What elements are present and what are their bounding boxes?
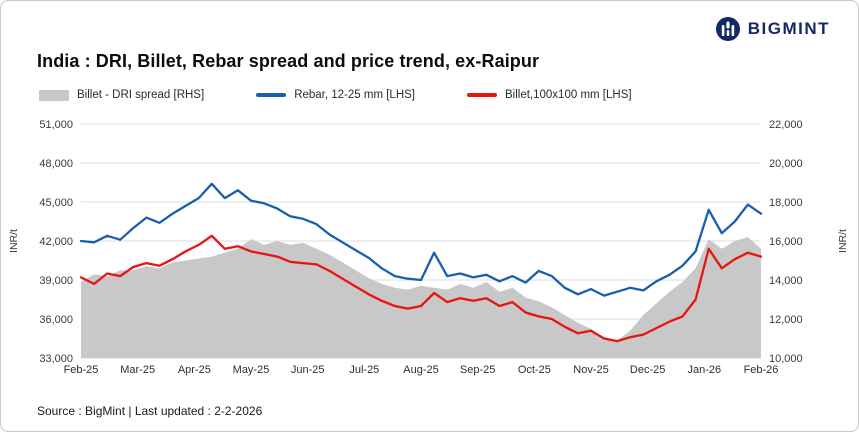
- lhs-tick-label: 42,000: [39, 236, 73, 248]
- rebar-line-series: [79, 182, 763, 297]
- lhs-tick-label: 36,000: [39, 314, 73, 326]
- x-tick-label: Feb-26: [744, 364, 779, 376]
- lhs-tick-label: 45,000: [39, 197, 73, 209]
- legend-item-spread: Billet - DRI spread [RHS]: [39, 89, 204, 101]
- chart-canvas: 33,000 36,000 39,000 42,000 45,000 48,000 51,0…: [8, 119, 849, 376]
- rhs-tick-label: 10,000: [769, 353, 803, 365]
- x-tick-label: Oct-25: [518, 364, 551, 376]
- rhs-tick-label: 12,000: [769, 314, 803, 326]
- bigmint-logo-icon: [715, 17, 740, 41]
- x-tick-label: Nov-25: [573, 364, 608, 376]
- x-tick-label: Aug-25: [403, 364, 438, 376]
- bigmint-logo-text: BIGMINT: [747, 19, 830, 38]
- rebar-legend-label: Rebar, 12-25 mm [LHS]: [294, 89, 415, 101]
- rhs-tick-label: 20,000: [769, 158, 803, 170]
- lhs-tick-label: 51,000: [39, 119, 73, 131]
- legend-item-rebar: Rebar, 12-25 mm [LHS]: [256, 89, 415, 101]
- lhs-tick-label: 48,000: [39, 158, 73, 170]
- x-tick-label: May-25: [233, 364, 270, 376]
- x-tick-label: Apr-25: [178, 364, 211, 376]
- lhs-axis-unit: INR/t: [8, 229, 20, 253]
- rhs-tick-label: 22,000: [769, 119, 803, 131]
- billet-legend-swatch: [467, 93, 497, 97]
- x-tick-label: Dec-25: [630, 364, 665, 376]
- rhs-axis-unit: INR/t: [837, 229, 849, 253]
- price-trend-chart: 33,000 36,000 39,000 42,000 45,000 48,000 51,0…: [1, 111, 858, 391]
- x-tick-label: Jan-26: [688, 364, 722, 376]
- x-tick-label: Mar-25: [120, 364, 155, 376]
- rhs-tick-label: 16,000: [769, 236, 803, 248]
- billet-legend-label: Billet,100x100 mm [LHS]: [505, 89, 632, 101]
- lhs-tick-label: 33,000: [39, 353, 73, 365]
- x-tick-label: Jun-25: [291, 364, 325, 376]
- rhs-tick-label: 14,000: [769, 275, 803, 287]
- spread-area-series: [81, 237, 761, 358]
- x-tick-label: Sep-25: [460, 364, 495, 376]
- x-tick-label: Feb-25: [64, 364, 99, 376]
- source-note: Source : BigMint | Last updated : 2-2-20…: [37, 404, 263, 418]
- legend-item-billet: Billet,100x100 mm [LHS]: [467, 89, 632, 101]
- lhs-tick-label: 39,000: [39, 275, 73, 287]
- rebar-legend-swatch: [256, 93, 287, 97]
- bigmint-logo: BIGMINT: [715, 16, 830, 42]
- spread-legend-label: Billet - DRI spread [RHS]: [77, 89, 205, 101]
- chart-legend: Billet - DRI spread [RHS] Rebar, 12-25 m…: [39, 89, 632, 101]
- spread-legend-swatch: [39, 89, 69, 101]
- rhs-tick-label: 18,000: [769, 197, 803, 209]
- x-tick-label: Jul-25: [349, 364, 379, 376]
- page-title: India : DRI, Billet, Rebar spread and pr…: [37, 51, 540, 71]
- billet-line-series: [79, 234, 763, 343]
